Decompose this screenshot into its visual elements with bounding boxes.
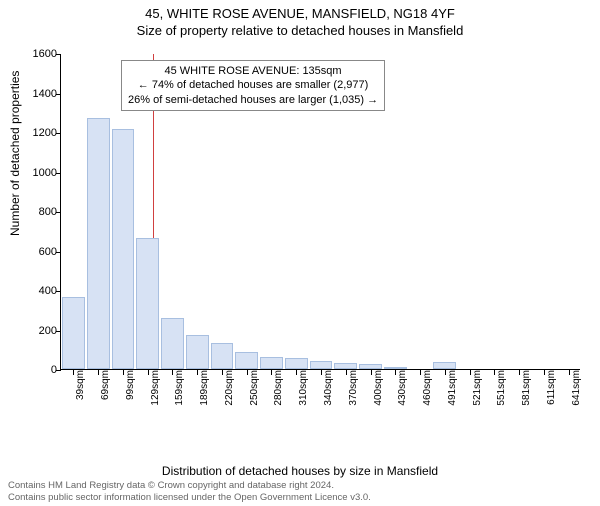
x-tick-label: 159sqm [172,370,185,406]
footer-line2: Contains public sector information licen… [8,492,371,504]
chart-area: 45 WHITE ROSE AVENUE: 135sqm ← 74% of de… [60,54,580,424]
y-tick-mark [56,252,61,253]
x-tick-mark [395,370,396,375]
x-tick-mark [519,370,520,375]
histogram-bar [136,238,159,369]
histogram-bar [112,129,135,369]
x-tick-label: 460sqm [420,370,433,406]
x-tick-label: 611sqm [544,370,557,405]
footer-line1: Contains HM Land Registry data © Crown c… [8,480,371,492]
x-tick-mark [569,370,570,375]
annotation-line1: 45 WHITE ROSE AVENUE: 135sqm [128,64,378,78]
x-tick-label: 491sqm [445,370,458,406]
y-tick-mark [56,212,61,213]
histogram-bar [235,352,258,369]
x-tick-label: 220sqm [222,370,235,406]
x-tick-label: 400sqm [371,370,384,406]
x-tick-label: 370sqm [346,370,359,406]
chart-title-line2: Size of property relative to detached ho… [0,23,600,38]
x-tick-label: 641sqm [569,370,582,406]
x-tick-mark [470,370,471,375]
x-tick-mark [172,370,173,375]
x-tick-mark [494,370,495,375]
y-tick-mark [56,291,61,292]
x-tick-mark [197,370,198,375]
histogram-bar [62,297,85,369]
x-tick-label: 99sqm [123,370,136,400]
x-tick-mark [271,370,272,375]
y-axis-label: Number of detached properties [8,71,22,236]
histogram-bar [433,362,456,369]
x-tick-mark [222,370,223,375]
y-tick-mark [56,94,61,95]
x-tick-mark [544,370,545,375]
x-tick-mark [346,370,347,375]
x-tick-mark [321,370,322,375]
x-tick-mark [247,370,248,375]
histogram-bar [285,358,308,369]
chart-title-line1: 45, WHITE ROSE AVENUE, MANSFIELD, NG18 4… [0,6,600,21]
x-tick-label: 129sqm [148,370,161,406]
x-tick-label: 340sqm [321,370,334,406]
y-tick-mark [56,331,61,332]
histogram-bar [211,343,234,369]
x-tick-label: 39sqm [73,370,86,400]
x-tick-label: 521sqm [470,370,483,406]
histogram-bar [384,367,407,369]
x-tick-mark [73,370,74,375]
x-tick-mark [445,370,446,375]
y-tick-mark [56,370,61,371]
histogram-bar [161,318,184,369]
histogram-bar [310,361,333,369]
x-tick-label: 250sqm [247,370,260,406]
x-tick-label: 189sqm [197,370,210,406]
annotation-line3: 26% of semi-detached houses are larger (… [128,93,378,107]
annotation-line2: ← 74% of detached houses are smaller (2,… [128,78,378,92]
plot-region: 45 WHITE ROSE AVENUE: 135sqm ← 74% of de… [60,54,580,370]
x-tick-mark [98,370,99,375]
x-tick-label: 430sqm [395,370,408,406]
x-tick-mark [420,370,421,375]
x-tick-mark [371,370,372,375]
x-axis-label: Distribution of detached houses by size … [0,464,600,478]
x-tick-label: 310sqm [296,370,309,406]
histogram-bar [334,363,357,369]
histogram-bar [186,335,209,369]
x-tick-mark [296,370,297,375]
histogram-bar [87,118,110,369]
x-tick-label: 280sqm [271,370,284,406]
y-tick-mark [56,133,61,134]
histogram-bar [260,357,283,369]
annotation-box: 45 WHITE ROSE AVENUE: 135sqm ← 74% of de… [121,60,385,111]
x-tick-label: 581sqm [519,370,532,406]
y-tick-mark [56,173,61,174]
x-tick-mark [123,370,124,375]
x-tick-label: 69sqm [98,370,111,400]
x-tick-mark [148,370,149,375]
footer-attribution: Contains HM Land Registry data © Crown c… [8,480,371,504]
histogram-bar [359,364,382,369]
x-tick-label: 551sqm [494,370,507,406]
y-tick-mark [56,54,61,55]
